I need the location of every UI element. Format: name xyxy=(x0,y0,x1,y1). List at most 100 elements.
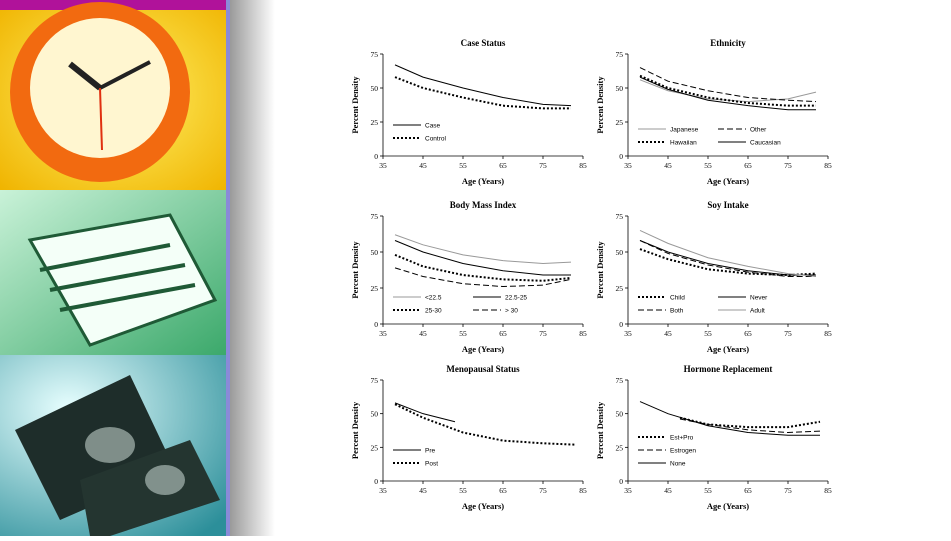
x-tick-label: 35 xyxy=(379,329,387,338)
x-tick-label: 65 xyxy=(744,486,752,495)
legend-label: Adult xyxy=(750,308,765,315)
x-tick-label: 55 xyxy=(704,486,712,495)
x-axis-label: Age (Years) xyxy=(707,344,749,354)
data-line xyxy=(639,76,816,111)
y-tick-label: 25 xyxy=(616,284,624,293)
x-tick-label: 55 xyxy=(459,486,467,495)
x-tick-label: 45 xyxy=(419,329,427,338)
x-tick-label: 55 xyxy=(704,329,712,338)
legend-label: Never xyxy=(750,295,768,302)
legend-label: Pre xyxy=(425,448,436,455)
papers-edges xyxy=(39,243,196,312)
x-tick-label: 65 xyxy=(744,161,752,170)
y-tick-label: 0 xyxy=(619,477,623,486)
x-axis-label: Age (Years) xyxy=(462,176,504,186)
legend-label: Est+Pro xyxy=(670,435,694,442)
x-tick-label: 65 xyxy=(744,329,752,338)
data-line xyxy=(639,240,816,277)
y-tick-label: 75 xyxy=(616,50,624,59)
chart-title: Ethnicity xyxy=(710,38,746,48)
data-line xyxy=(394,253,572,282)
data-line xyxy=(679,416,821,429)
data-line xyxy=(394,402,456,423)
image-strip xyxy=(0,0,275,536)
x-tick-label: 55 xyxy=(704,161,712,170)
y-tick-label: 50 xyxy=(371,84,379,93)
y-axis-label: Percent Density xyxy=(595,241,605,299)
data-line xyxy=(394,76,571,110)
charts: Case Status Age (Years) Percent Density 35 4… xyxy=(350,38,832,511)
x-tick-label: 85 xyxy=(579,486,587,495)
y-axis-label: Percent Density xyxy=(350,241,360,299)
x-tick-label: 35 xyxy=(379,486,387,495)
y-tick-label: 75 xyxy=(616,376,624,385)
x-tick-label: 45 xyxy=(664,161,672,170)
x-tick-label: 85 xyxy=(824,161,832,170)
line-chart: Body Mass Index Age (Years) Percent Densit… xyxy=(350,200,587,354)
x-tick-label: 85 xyxy=(824,486,832,495)
data-line xyxy=(639,74,816,107)
y-tick-label: 25 xyxy=(371,284,379,293)
chart-title: Hormone Replacement xyxy=(684,364,773,374)
legend-label: Japanese xyxy=(670,127,699,134)
legend-label: Case xyxy=(425,123,441,130)
x-tick-label: 55 xyxy=(459,161,467,170)
y-tick-label: 50 xyxy=(371,248,379,257)
data-line xyxy=(394,234,572,265)
legend-label: Child xyxy=(670,295,685,302)
x-tick-label: 45 xyxy=(664,329,672,338)
x-axis-label: Age (Years) xyxy=(707,501,749,511)
x-tick-label: 55 xyxy=(459,329,467,338)
line-chart: Case Status Age (Years) Percent Density 35 4… xyxy=(350,38,587,186)
y-tick-label: 75 xyxy=(371,376,379,385)
data-line xyxy=(394,240,571,276)
x-tick-label: 45 xyxy=(419,486,427,495)
legend-label: 22.5-25 xyxy=(505,295,527,302)
y-tick-label: 25 xyxy=(616,443,624,452)
x-tick-label: 35 xyxy=(379,161,387,170)
x-tick-label: 75 xyxy=(539,161,547,170)
legend-label: Other xyxy=(750,127,767,134)
x-axis-label: Age (Years) xyxy=(707,176,749,186)
y-tick-label: 0 xyxy=(619,152,623,161)
x-tick-label: 35 xyxy=(624,486,632,495)
y-tick-label: 75 xyxy=(371,50,379,59)
data-line xyxy=(394,267,572,288)
y-tick-label: 75 xyxy=(616,212,624,221)
legend-label: Control xyxy=(425,136,447,143)
chart-title: Soy Intake xyxy=(707,200,748,210)
y-axis-label: Percent Density xyxy=(350,401,360,459)
xray-image xyxy=(145,465,185,495)
y-tick-label: 0 xyxy=(374,477,378,486)
strip-edge xyxy=(226,0,230,536)
xray-image xyxy=(85,427,135,463)
x-tick-label: 75 xyxy=(539,486,547,495)
x-tick-label: 75 xyxy=(784,486,792,495)
y-tick-label: 0 xyxy=(374,152,378,161)
x-tick-label: 45 xyxy=(419,161,427,170)
line-chart: Ethnicity Age (Years) Percent Density 35 45 5… xyxy=(595,38,832,186)
data-line xyxy=(394,64,572,107)
chart-title: Body Mass Index xyxy=(450,200,517,210)
legend-label: Caucasian xyxy=(750,140,781,147)
y-tick-label: 50 xyxy=(616,410,624,419)
legend-label: Both xyxy=(670,308,684,315)
chart-title: Menopausal Status xyxy=(446,364,520,374)
x-tick-label: 75 xyxy=(784,161,792,170)
x-tick-label: 45 xyxy=(664,486,672,495)
data-line xyxy=(394,403,576,446)
shadow xyxy=(230,0,275,536)
y-tick-label: 0 xyxy=(619,320,623,329)
y-tick-label: 0 xyxy=(374,320,378,329)
x-tick-label: 35 xyxy=(624,161,632,170)
legend-label: Hawaiian xyxy=(670,140,697,147)
x-tick-label: 75 xyxy=(539,329,547,338)
y-tick-label: 50 xyxy=(371,410,379,419)
legend-label: > 30 xyxy=(505,308,518,315)
y-tick-label: 50 xyxy=(616,84,624,93)
y-tick-label: 75 xyxy=(371,212,379,221)
line-chart: Soy Intake Age (Years) Percent Density 35 45… xyxy=(595,200,832,354)
x-tick-label: 65 xyxy=(499,329,507,338)
